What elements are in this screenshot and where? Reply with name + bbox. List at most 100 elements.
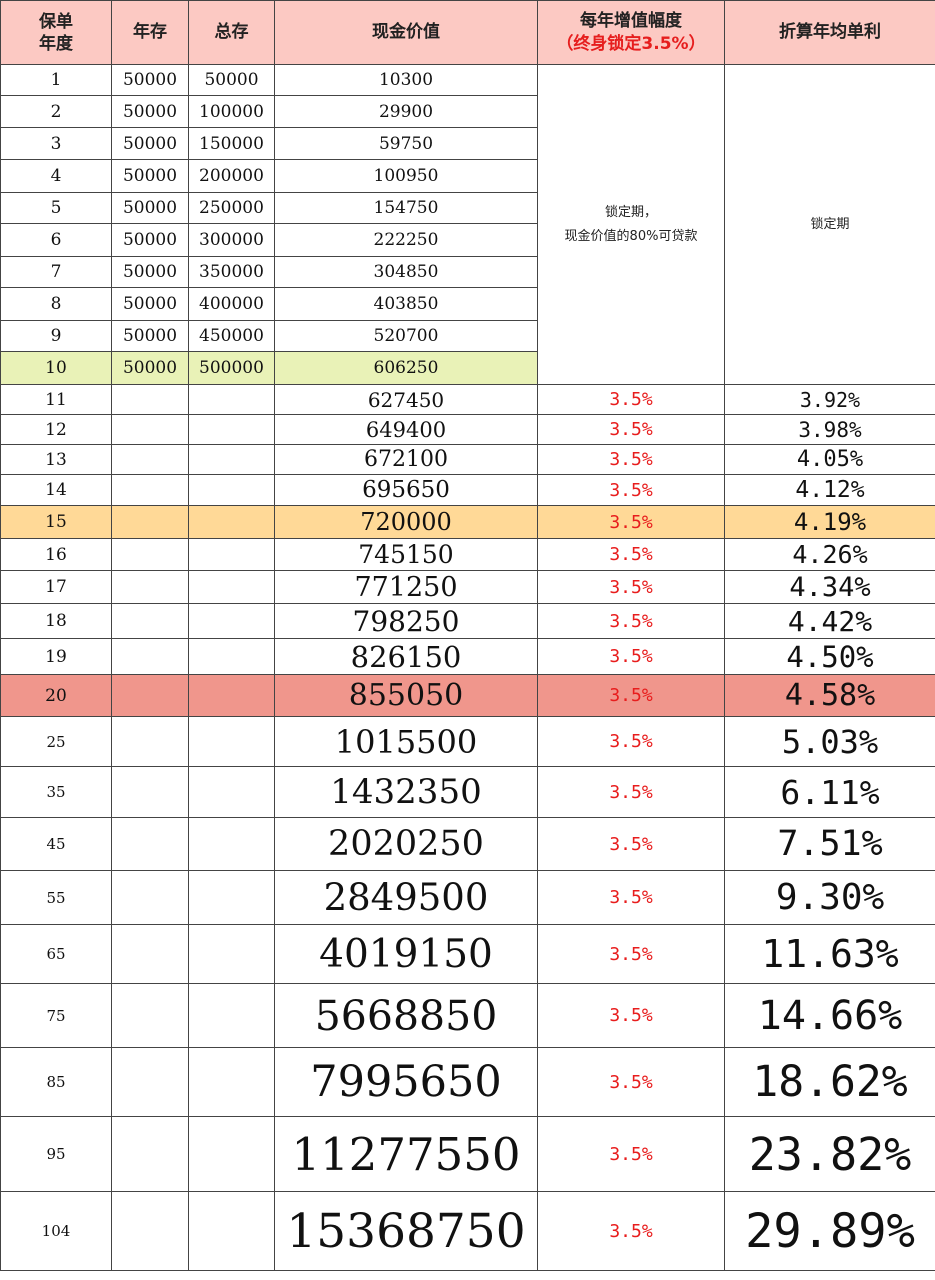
lock-period-label: 锁定期 [724, 64, 935, 385]
policy-year-cell: 75 [0, 983, 112, 1048]
annual-deposit-cell [111, 983, 189, 1048]
policy-year-cell: 15 [0, 505, 112, 539]
cash-value-cell: 5668850 [274, 983, 538, 1048]
policy-year-cell: 14 [0, 474, 112, 506]
policy-year-cell: 2 [0, 95, 112, 128]
table-row: 7 50000 350000 304850 [0, 256, 935, 288]
total-deposit-cell: 450000 [188, 320, 275, 352]
growth-rate-cell: 3.5% [537, 638, 725, 675]
annual-deposit-cell [111, 384, 189, 415]
cash-value-cell: 100950 [274, 159, 538, 193]
annual-deposit-cell [111, 924, 189, 984]
simple-rate-cell: 5.03% [724, 716, 935, 767]
table-row: 95 11277550 3.5% 23.82% [0, 1116, 935, 1192]
total-deposit-cell: 350000 [188, 256, 275, 288]
annual-deposit-cell: 50000 [111, 159, 189, 193]
policy-year-cell: 6 [0, 223, 112, 257]
table-row: 20 855050 3.5% 4.58% [0, 674, 935, 717]
annual-deposit-cell: 50000 [111, 223, 189, 257]
policy-year-cell: 1 [0, 64, 112, 96]
cash-value-cell: 304850 [274, 256, 538, 288]
table-row: 16 745150 3.5% 4.26% [0, 538, 935, 571]
annual-deposit-cell: 50000 [111, 127, 189, 160]
annual-deposit-cell [111, 638, 189, 675]
total-deposit-cell [188, 570, 275, 604]
growth-rate-cell: 3.5% [537, 716, 725, 767]
growth-rate-cell: 3.5% [537, 444, 725, 475]
total-deposit-cell: 400000 [188, 287, 275, 321]
growth-rate-cell: 3.5% [537, 570, 725, 604]
table-row: 14 695650 3.5% 4.12% [0, 474, 935, 506]
growth-rate-cell: 3.5% [537, 474, 725, 506]
total-deposit-cell: 200000 [188, 159, 275, 193]
cash-value-cell: 826150 [274, 638, 538, 675]
table-row: 1 50000 50000 10300 锁定期， 现金价值的80%可贷款 锁定期 [0, 64, 935, 385]
annual-deposit-cell [111, 674, 189, 717]
table-row: 65 4019150 3.5% 11.63% [0, 924, 935, 984]
header-total-deposit: 总存 [188, 0, 275, 65]
total-deposit-cell [188, 505, 275, 539]
simple-rate-cell: 4.26% [724, 538, 935, 571]
table-row: 3 50000 150000 59750 [0, 127, 935, 160]
table-row: 19 826150 3.5% 4.50% [0, 638, 935, 675]
total-deposit-cell [188, 538, 275, 571]
growth-rate-cell: 3.5% [537, 766, 725, 818]
header-policy-year-line1: 保单 [39, 11, 73, 32]
simple-rate-cell: 29.89% [724, 1191, 935, 1271]
cash-value-cell: 695650 [274, 474, 538, 506]
policy-year-cell: 8 [0, 287, 112, 321]
cash-value-cell: 7995650 [274, 1047, 538, 1117]
policy-year-cell: 11 [0, 384, 112, 415]
cash-value-cell: 10300 [274, 64, 538, 96]
cash-value-cell: 4019150 [274, 924, 538, 984]
annual-deposit-cell [111, 414, 189, 445]
policy-year-cell: 13 [0, 444, 112, 475]
cash-value-cell: 520700 [274, 320, 538, 352]
annual-deposit-cell [111, 817, 189, 871]
annual-deposit-cell [111, 570, 189, 604]
growth-rate-cell: 3.5% [537, 603, 725, 639]
total-deposit-cell [188, 817, 275, 871]
table-row: 5 50000 250000 154750 [0, 192, 935, 224]
policy-year-cell: 9 [0, 320, 112, 352]
cash-value-cell: 606250 [274, 351, 538, 385]
lock-period-note-line2: 现金价值的80%可贷款 [564, 228, 698, 244]
header-simple-rate: 折算年均单利 [724, 0, 935, 65]
table-row: 15 720000 3.5% 4.19% [0, 505, 935, 539]
policy-year-cell: 10 [0, 351, 112, 385]
table-row: 10 50000 500000 606250 [0, 351, 935, 385]
total-deposit-cell [188, 983, 275, 1048]
simple-rate-cell: 4.34% [724, 570, 935, 604]
table-row: 11 627450 3.5% 3.92% [0, 384, 935, 415]
simple-rate-cell: 4.42% [724, 603, 935, 639]
header-growth-subtitle: （终身锁定3.5%） [556, 33, 706, 54]
annual-deposit-cell: 50000 [111, 287, 189, 321]
annual-deposit-cell [111, 870, 189, 925]
cash-value-cell: 154750 [274, 192, 538, 224]
cash-value-cell: 59750 [274, 127, 538, 160]
cash-value-cell: 627450 [274, 384, 538, 415]
policy-year-cell: 4 [0, 159, 112, 193]
growth-rate-cell: 3.5% [537, 538, 725, 571]
policy-year-cell: 3 [0, 127, 112, 160]
table-row: 85 7995650 3.5% 18.62% [0, 1047, 935, 1117]
annual-deposit-cell [111, 1191, 189, 1271]
cash-value-cell: 855050 [274, 674, 538, 717]
lock-period-note-line1: 锁定期， [604, 204, 657, 220]
cash-value-cell: 11277550 [274, 1116, 538, 1192]
annual-deposit-cell: 50000 [111, 320, 189, 352]
simple-rate-cell: 18.62% [724, 1047, 935, 1117]
table-row: 9 50000 450000 520700 [0, 320, 935, 352]
total-deposit-cell [188, 1116, 275, 1192]
table-row: 104 15368750 3.5% 29.89% [0, 1191, 935, 1271]
table-row: 55 2849500 3.5% 9.30% [0, 870, 935, 925]
simple-rate-cell: 4.12% [724, 474, 935, 506]
simple-rate-cell: 4.58% [724, 674, 935, 717]
policy-year-cell: 19 [0, 638, 112, 675]
table-body: 1 50000 50000 10300 锁定期， 现金价值的80%可贷款 锁定期 2 50000… [0, 64, 935, 1271]
header-growth-title: 每年增值幅度 [580, 10, 682, 31]
annual-deposit-cell [111, 603, 189, 639]
growth-rate-cell: 3.5% [537, 1191, 725, 1271]
header-annual-deposit: 年存 [111, 0, 189, 65]
